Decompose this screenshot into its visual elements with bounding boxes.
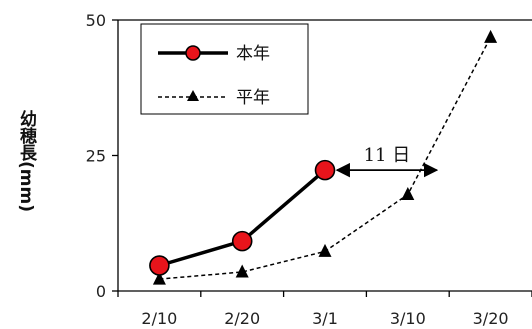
data-point-normal	[401, 187, 415, 201]
y-axis-title: 幼穂長(mm)	[16, 109, 37, 212]
y-tick-label: 25	[86, 147, 106, 166]
data-point-normal	[484, 29, 498, 43]
legend-marker-current	[185, 45, 201, 61]
legend-label-current: 本年	[236, 44, 270, 64]
x-tick-label: 3/1	[312, 309, 338, 328]
legend-label-normal: 平年	[236, 88, 270, 108]
y-tick-label: 50	[86, 11, 106, 30]
legend-box	[140, 23, 309, 115]
tick-labels: 0 25 50 2/10 2/20 3/1 3/10 3/20	[86, 11, 509, 328]
data-point-current	[231, 230, 253, 252]
data-point-normal	[235, 264, 249, 278]
data-point-current	[149, 255, 170, 276]
data-point-current	[314, 159, 336, 181]
annotation-layer: 11 日	[335, 145, 439, 178]
data-point-normal	[152, 271, 166, 285]
series-layer	[149, 29, 498, 285]
legend: 本年 平年	[140, 23, 309, 115]
data-point-normal	[318, 243, 332, 257]
x-tick-label: 2/20	[224, 309, 260, 328]
x-tick-label: 2/10	[141, 309, 177, 328]
interval-label: 11 日	[364, 145, 411, 166]
x-tick-label: 3/10	[390, 309, 426, 328]
x-tick-label: 3/20	[473, 309, 509, 328]
legend-marker-normal	[187, 90, 199, 101]
y-tick-label: 0	[96, 282, 106, 301]
y-axis-title-text: 幼穂長(mm)	[16, 109, 37, 212]
axes	[112, 19, 532, 297]
